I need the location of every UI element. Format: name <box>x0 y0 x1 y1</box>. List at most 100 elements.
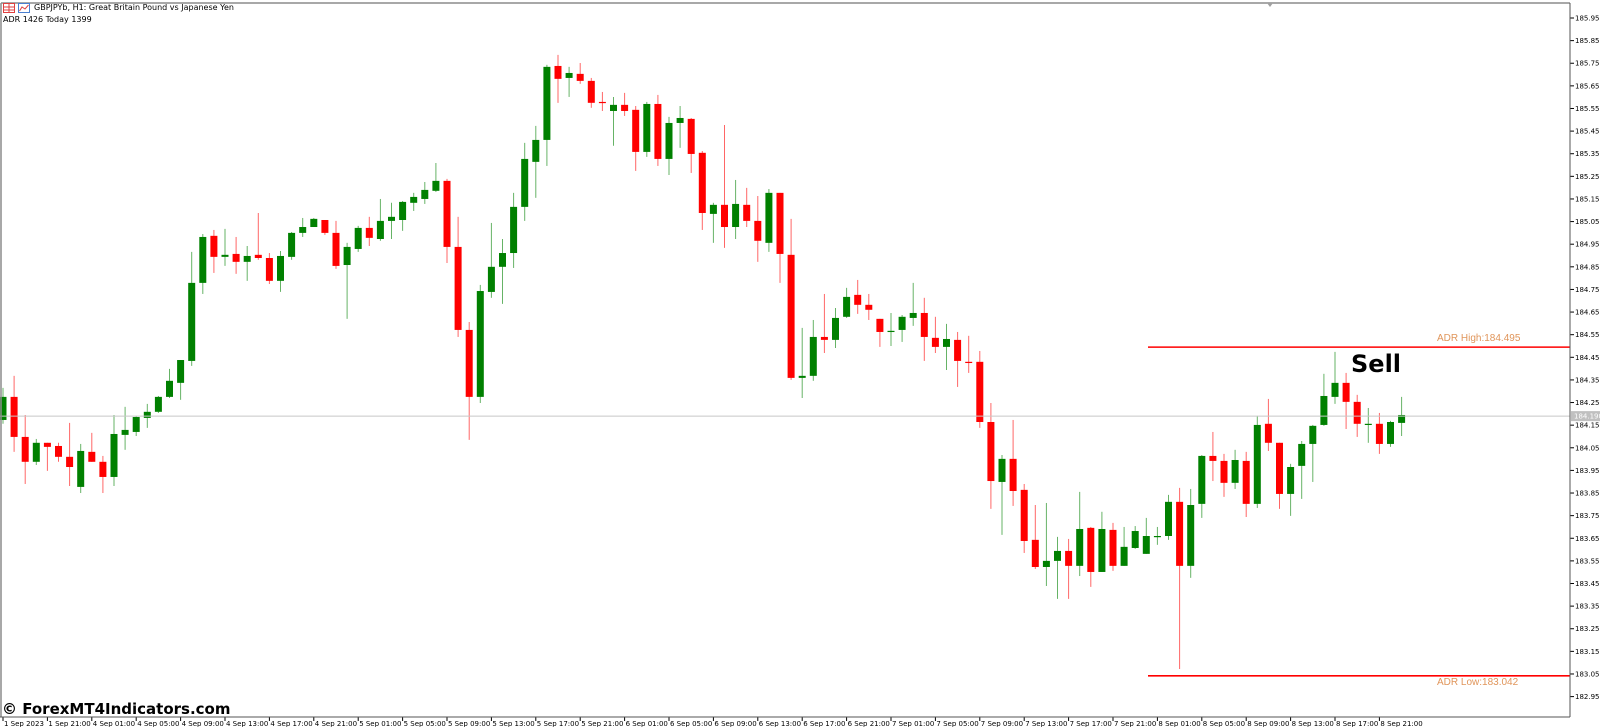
bull-candle-body <box>676 117 684 123</box>
current-price-label: 184.190 <box>1574 413 1600 421</box>
price-tick-label: 184.550 <box>1575 331 1600 339</box>
bull-candle-body <box>709 204 717 214</box>
time-tick-label: 6 Sep 21:00 <box>848 720 890 727</box>
price-tick-label: 183.150 <box>1575 648 1600 656</box>
bear-candle-body <box>687 118 695 154</box>
candle-6 <box>66 422 74 487</box>
bear-candle-body <box>1109 529 1117 566</box>
time-tick-label: 4 Sep 01:00 <box>93 720 135 727</box>
bull-candle-body <box>177 360 185 383</box>
bull-candle-body <box>887 330 895 333</box>
candle-116 <box>1287 463 1295 516</box>
price-tick-label: 184.150 <box>1575 422 1600 430</box>
candle-22 <box>243 246 251 281</box>
candle-70 <box>776 192 784 283</box>
bear-candle-body <box>1176 501 1184 566</box>
candle-8 <box>88 432 96 462</box>
adr-low-label: ADR Low:183.042 <box>1437 676 1519 688</box>
candle-48 <box>532 125 540 198</box>
candle-36 <box>399 200 407 231</box>
candle-58 <box>643 101 651 157</box>
candle-75 <box>832 307 839 349</box>
bear-candle-body <box>954 339 962 361</box>
bear-candle-body <box>1353 401 1361 424</box>
candle-2 <box>21 414 29 484</box>
adr-info: ADR 1426 Today 1399 <box>3 15 92 24</box>
candle-0 <box>0 387 7 424</box>
time-tick-label: 8 Sep 05:00 <box>1203 720 1245 727</box>
bear-candle-body <box>88 451 96 462</box>
bear-candle-body <box>332 232 340 266</box>
candle-71 <box>787 218 795 380</box>
bear-candle-body <box>43 442 51 447</box>
bull-candle-body <box>643 103 651 152</box>
bear-candle-body <box>698 152 706 213</box>
bear-candle-body <box>876 318 884 332</box>
bear-candle-body <box>820 336 828 340</box>
time-tick-label: 6 Sep 05:00 <box>670 720 712 727</box>
bull-candle-body <box>1320 395 1328 425</box>
candle-65 <box>721 124 728 248</box>
candle-69 <box>765 189 773 252</box>
price-tick-label: 185.650 <box>1575 82 1600 90</box>
candle-96 <box>1065 538 1073 599</box>
candle-103 <box>1142 517 1150 554</box>
candle-74 <box>820 293 828 354</box>
candle-15 <box>166 368 173 399</box>
bull-candle-body <box>798 375 806 378</box>
bear-candle-body <box>776 192 784 254</box>
candle-63 <box>698 151 706 230</box>
bull-candle-body <box>1198 455 1206 504</box>
bull-candle-body <box>1253 424 1261 504</box>
candle-87 <box>965 335 973 373</box>
bear-candle-body <box>99 461 107 477</box>
bear-candle-body <box>1220 460 1228 483</box>
candle-91 <box>1009 419 1017 506</box>
bull-candle-body <box>166 380 173 397</box>
candle-37 <box>410 192 418 211</box>
bull-candle-body <box>565 72 573 78</box>
candle-55 <box>610 96 617 146</box>
candle-21 <box>232 236 240 274</box>
candle-34 <box>376 198 384 241</box>
bull-candle-body <box>998 458 1006 482</box>
bull-candle-body <box>1231 459 1239 483</box>
candle-73 <box>809 319 817 381</box>
chart-shift-marker-icon[interactable] <box>1267 3 1273 7</box>
bull-candle-body <box>843 296 851 317</box>
price-tick-label: 184.750 <box>1575 286 1600 294</box>
candle-1 <box>10 375 18 452</box>
time-tick-label: 7 Sep 01:00 <box>892 720 934 727</box>
bull-candle-body <box>1076 528 1084 566</box>
bull-candle-body <box>0 396 7 420</box>
candle-18 <box>199 234 207 294</box>
candle-56 <box>621 92 629 116</box>
price-tick-label: 183.450 <box>1575 580 1600 588</box>
bear-candle-body <box>621 104 629 111</box>
candle-38 <box>421 181 429 204</box>
candle-93 <box>1031 505 1039 570</box>
bull-candle-body <box>310 218 318 228</box>
time-tick-label: 4 Sep 05:00 <box>137 720 179 727</box>
bull-candle-body <box>832 317 839 340</box>
chart-window-icon <box>18 3 30 13</box>
price-tick-label: 184.250 <box>1575 399 1600 407</box>
candle-23 <box>254 212 262 260</box>
bear-candle-body <box>55 445 62 457</box>
bull-candle-body <box>1287 467 1295 494</box>
price-tick-label: 185.750 <box>1575 60 1600 68</box>
bull-candle-body <box>77 450 85 487</box>
time-tick-label: 7 Sep 13:00 <box>1025 720 1067 727</box>
bull-candle-body <box>121 429 129 435</box>
candle-121 <box>1342 372 1350 430</box>
candle-33 <box>365 216 373 247</box>
candle-30 <box>332 220 340 269</box>
bear-candle-body <box>454 246 462 330</box>
time-tick-label: 1 Sep 2023 <box>4 720 44 727</box>
bull-candle-body <box>521 158 529 207</box>
time-tick-label: 8 Sep 09:00 <box>1247 720 1289 727</box>
candle-95 <box>1054 536 1061 599</box>
price-tick-label: 185.850 <box>1575 37 1600 45</box>
bear-candle-body <box>787 254 795 378</box>
